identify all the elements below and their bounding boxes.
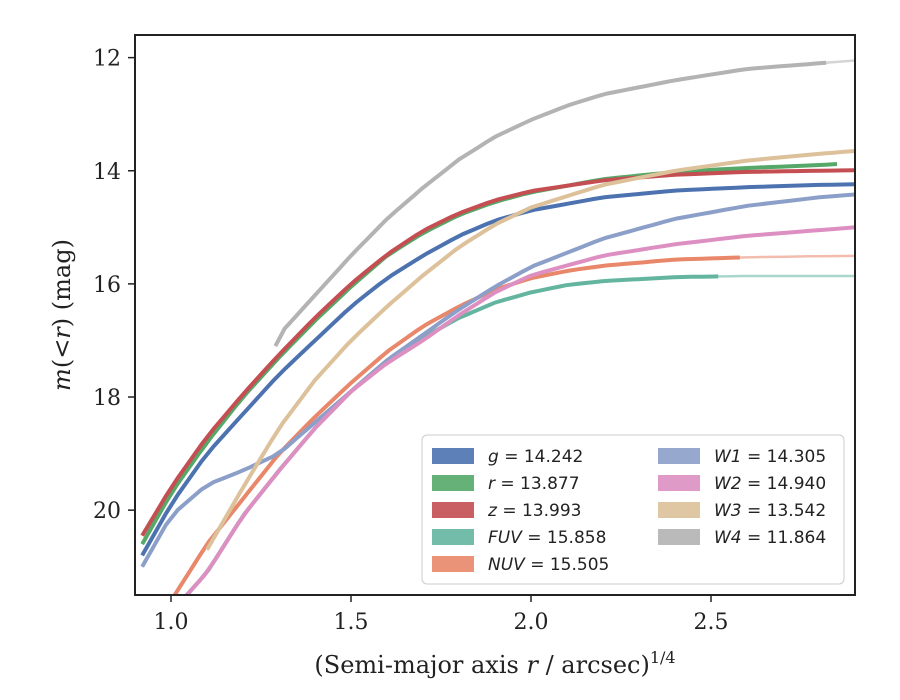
plot-frame	[134, 34, 856, 596]
y-tick-label: 20	[93, 499, 121, 524]
series-w4-line	[273, 60, 827, 348]
legend-item-r: r = 13.877	[432, 474, 580, 494]
series-z-line	[140, 168, 855, 537]
legend-swatch	[658, 448, 700, 464]
legend-item-w2: W2 = 14.940	[658, 474, 826, 494]
legend-swatch	[658, 529, 700, 545]
y-tick-label: 16	[93, 273, 121, 298]
legend-item-g: g = 14.242	[432, 447, 583, 467]
series-w1-line	[140, 192, 855, 568]
legend-swatch	[432, 475, 474, 491]
series-z	[140, 168, 855, 537]
x-tick-label: 2.5	[694, 610, 729, 635]
legend-item-fuv: FUV = 15.858	[432, 528, 606, 548]
legend-box	[421, 434, 845, 585]
x-tick-label: 1.5	[334, 610, 369, 635]
series-w1	[140, 192, 855, 568]
legend-item-w1: W1 = 14.305	[658, 447, 826, 467]
series-w2	[184, 225, 855, 595]
legend: g = 14.242 r = 13.877 z = 13.993 FUV = 15.8…	[421, 434, 845, 585]
legend-item-w3: W3 = 13.542	[658, 501, 826, 521]
x-axis: 1.0 1.5 2.0 2.5	[154, 595, 729, 635]
legend-label: r = 13.877	[488, 474, 580, 494]
y-axis: 12 14 16 18 20	[93, 47, 135, 524]
legend-item-w4: W4 = 11.864	[658, 528, 826, 548]
x-axis-title: (Semi-major axis r / arcsec)1/4	[314, 648, 675, 679]
legend-item-nuv: NUV = 15.505	[432, 555, 609, 575]
y-tick-label: 14	[93, 160, 121, 185]
legend-swatch	[658, 475, 700, 491]
y-tick-label: 12	[93, 47, 121, 72]
legend-label: W2 = 14.940	[714, 474, 826, 494]
legend-label: z = 13.993	[487, 501, 581, 521]
x-tick-label: 2.0	[514, 610, 549, 635]
legend-label: g = 14.242	[488, 447, 583, 467]
series-g-line	[140, 182, 855, 557]
legend-swatch	[432, 556, 474, 572]
x-tick-label: 1.0	[154, 610, 189, 635]
series-w3	[205, 149, 855, 551]
legend-items: g = 14.242 r = 13.877 z = 13.993 FUV = 15.8…	[432, 447, 826, 575]
y-tick-label: 18	[93, 386, 121, 411]
legend-label: NUV = 15.505	[488, 555, 609, 575]
legend-swatch	[432, 502, 474, 518]
series-w4	[273, 59, 855, 348]
legend-swatch	[432, 529, 474, 545]
series-g	[140, 182, 855, 557]
legend-swatch	[432, 448, 474, 464]
legend-label: W3 = 13.542	[714, 501, 826, 521]
series-w3-line	[205, 149, 855, 551]
series-nuv-line	[172, 255, 740, 595]
legend-label: W1 = 14.305	[714, 447, 826, 467]
series-layer	[140, 59, 855, 595]
legend-item-z: z = 13.993	[432, 501, 581, 521]
legend-label: W4 = 11.864	[714, 528, 826, 548]
y-axis-title: m(<r) (mag)	[48, 239, 76, 391]
series-w2-line	[184, 225, 855, 595]
legend-label: FUV = 15.858	[488, 528, 606, 548]
legend-swatch	[658, 502, 700, 518]
